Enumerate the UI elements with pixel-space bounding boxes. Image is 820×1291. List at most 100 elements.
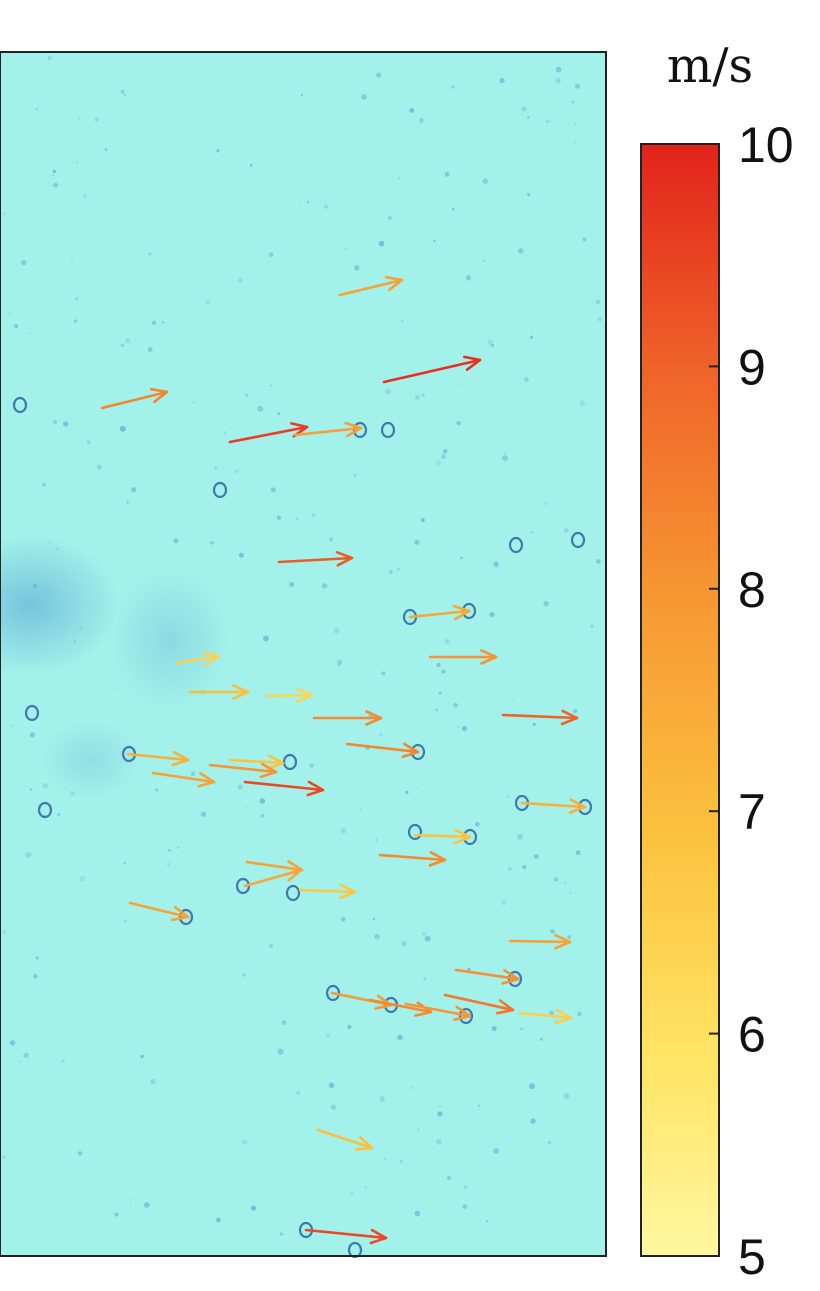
velocity-vector (404, 1002, 472, 1022)
speckle (347, 1024, 352, 1030)
speckle (306, 200, 310, 204)
speckle (475, 822, 480, 827)
speckle (242, 973, 246, 977)
speckle (29, 732, 35, 738)
bubble-ring (380, 421, 396, 439)
speckle (507, 867, 512, 871)
speckle (451, 207, 455, 211)
speckle (547, 1140, 552, 1144)
speckle (49, 541, 52, 544)
velocity-vector (208, 762, 278, 779)
speckle (94, 117, 99, 122)
speckle (257, 405, 264, 412)
velocity-vector (228, 754, 285, 771)
speckle (238, 278, 243, 283)
speckle (577, 1011, 582, 1017)
speckle (530, 1118, 536, 1124)
speckle (487, 339, 493, 346)
speckle (512, 698, 515, 700)
speckle (573, 141, 576, 144)
speckle (451, 85, 455, 89)
bubble-ring (282, 753, 298, 771)
speckle (19, 1060, 22, 1063)
photo-background (0, 52, 606, 1256)
speckle (401, 941, 407, 947)
colorbar-tick-label: 9 (738, 339, 766, 395)
speckle (333, 627, 340, 634)
speckle (490, 343, 494, 347)
speckle (245, 393, 249, 397)
speckle (330, 1104, 337, 1110)
bubble-ring (24, 704, 40, 722)
speckle (238, 552, 244, 558)
speckle (461, 725, 468, 732)
speckle (309, 763, 314, 768)
speckle (546, 120, 550, 124)
speckle (527, 116, 530, 119)
velocity-vector-layer (100, 275, 587, 1245)
speckle (409, 1086, 413, 1090)
speckle (437, 1111, 443, 1117)
speckle (263, 635, 269, 642)
speckle (407, 295, 410, 298)
speckle (321, 583, 328, 589)
haze-region (110, 570, 230, 710)
speckle (166, 862, 171, 866)
speckle (269, 384, 273, 387)
speckle (501, 900, 507, 906)
bubble-ring (285, 884, 301, 902)
speckle (328, 537, 334, 542)
speckle (502, 455, 509, 462)
speckle (414, 539, 420, 545)
velocity-vector (188, 684, 250, 700)
speckle (549, 1010, 554, 1016)
velocity-vector (338, 275, 404, 297)
velocity-vector (264, 687, 314, 704)
velocity-vector (408, 604, 471, 621)
speckle (375, 839, 378, 841)
speckle (424, 935, 431, 942)
speckle (114, 1212, 119, 1217)
speckle (70, 791, 75, 796)
speckle (364, 1185, 367, 1189)
speckle (35, 956, 39, 960)
speckle (439, 1105, 441, 1107)
speckle (270, 487, 276, 493)
speckle (33, 973, 38, 979)
speckle (340, 828, 347, 834)
speckle (435, 460, 442, 466)
speckle (441, 454, 446, 460)
colorbar-tick-label: 6 (738, 1007, 766, 1063)
speckle (401, 319, 404, 323)
velocity-vector (293, 421, 363, 438)
speckle (2, 930, 6, 934)
speckle (250, 163, 253, 167)
speckle (436, 1139, 442, 1145)
velocity-vector (151, 771, 216, 788)
speckle (419, 118, 424, 123)
speckle (417, 1128, 420, 1132)
speckle (42, 482, 46, 487)
speckle (29, 788, 33, 791)
speckle (447, 1176, 452, 1181)
speckle (344, 247, 347, 251)
speckle (235, 469, 239, 474)
speckle (529, 1083, 536, 1090)
speckle (397, 1034, 403, 1041)
speckle (260, 813, 265, 818)
speckle (489, 611, 495, 618)
speckle (300, 94, 303, 97)
speckle (341, 916, 346, 922)
speckle (555, 77, 561, 84)
velocity-vector (413, 828, 472, 845)
speckle (296, 1090, 301, 1096)
speckle (73, 319, 78, 323)
speckle (453, 702, 458, 708)
speckle (423, 977, 427, 981)
speckle (78, 117, 80, 120)
speckle (192, 401, 195, 404)
speckle-layer (2, 55, 602, 1236)
speckle (517, 833, 523, 840)
speckle (433, 239, 436, 242)
